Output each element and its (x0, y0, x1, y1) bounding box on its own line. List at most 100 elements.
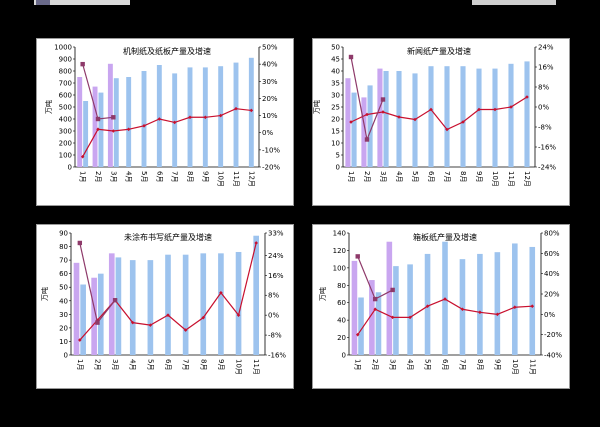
bar-current (97, 273, 104, 355)
y2-tick-label: 0% (538, 104, 549, 112)
growth-line (82, 108, 252, 158)
y2-tick-label: 40% (544, 270, 560, 278)
bar-prev (377, 68, 383, 167)
y2-tick-label: 20% (544, 291, 560, 299)
bar-current (156, 65, 162, 167)
y2-tick-label: 16% (538, 64, 554, 72)
y2-tick-label: 24% (268, 252, 284, 260)
growth-point (408, 315, 412, 320)
y2-tick-label: 0% (268, 312, 279, 320)
x-tick-label: 7月 (182, 359, 190, 370)
y2-tick-label: -8% (268, 332, 282, 340)
y-tick-label: 800 (59, 68, 72, 76)
header-right-label (472, 0, 556, 5)
growth-point (218, 113, 223, 118)
growth-point (142, 124, 146, 128)
bar-current (407, 264, 413, 355)
chart-title: 箱板纸产量及增速 (413, 232, 477, 242)
y-tick-label: 10 (331, 140, 340, 148)
y2-tick-label: -8% (538, 124, 552, 132)
x-tick-label: 6月 (427, 171, 435, 182)
x-tick-label: 5月 (411, 171, 419, 182)
x-tick-label: 9月 (475, 171, 483, 182)
growth-point (166, 313, 170, 317)
y-tick-label: 30 (59, 311, 68, 319)
y2-tick-label: 80% (544, 230, 560, 238)
y2-tick-label: 50% (262, 44, 278, 52)
x-tick-label: 2月 (371, 359, 379, 370)
y-tick-label: 20 (331, 116, 340, 124)
bar-current (83, 101, 89, 167)
growth-point (219, 290, 223, 295)
x-tick-label: 8月 (459, 171, 467, 182)
y-tick-label: 50 (331, 44, 340, 52)
growth-line (350, 96, 528, 131)
growth-point (372, 296, 378, 302)
y2-tick-label: -10% (262, 146, 280, 154)
y-tick-label: 400 (59, 116, 72, 124)
bar-current (233, 62, 239, 167)
y-tick-label: 80 (337, 282, 346, 290)
y-tick-label: 60 (59, 270, 68, 278)
chart-panel-uncoated-writing: 未涂布书写纸产量及增速 0 10 20 30 40 50 60 70 80 90 -16% -8% 0% 8… (36, 224, 294, 389)
y-tick-label: 60 (337, 299, 346, 307)
growth-point (365, 112, 369, 117)
x-tick-label: 12月 (247, 171, 255, 187)
growth-point (413, 117, 417, 122)
bar-current (512, 243, 518, 355)
y-tick-label: 25 (331, 104, 340, 112)
bar-current (351, 92, 357, 167)
bar-prev (107, 63, 113, 167)
growth-point (95, 116, 101, 122)
y2-tick-label: 10% (262, 112, 278, 120)
bar-current (165, 254, 171, 355)
bar-current (218, 253, 224, 355)
x-tick-label: 7月 (171, 171, 179, 182)
bar-current (358, 297, 364, 355)
y-tick-label: 140 (333, 230, 346, 238)
y-tick-label: 10 (59, 338, 68, 346)
bar-current (460, 66, 466, 167)
growth-point (126, 127, 131, 132)
bar-prev (91, 277, 97, 355)
bar-current (428, 66, 434, 167)
y-tick-label: 600 (59, 92, 72, 100)
bar-current (396, 71, 402, 167)
x-tick-label: 2月 (94, 171, 102, 182)
y-tick-label: 80 (59, 243, 68, 251)
growth-point (513, 305, 517, 310)
chart-panel-paper-board: 机制纸及纸板产量及增速 0 100 200 300 400 500 600 700 800 900 1… (36, 38, 294, 206)
x-tick-label: 3月 (109, 171, 117, 182)
bar-current (492, 68, 498, 167)
x-tick-label: 5月 (146, 359, 154, 370)
x-tick-label: 4月 (395, 171, 403, 182)
bar-current (147, 260, 154, 355)
bar-current (529, 246, 536, 355)
x-tick-label: 4月 (125, 171, 133, 182)
y-axis-label: 万吨 (44, 100, 53, 114)
y-tick-label: 0 (68, 164, 72, 172)
y-tick-label: 50 (59, 284, 68, 292)
bar-current (367, 85, 373, 167)
x-tick-label: 1月 (76, 359, 84, 370)
bar-current (129, 260, 136, 355)
bar-current (508, 63, 514, 167)
y2-tick-label: 0% (544, 311, 555, 319)
bar-current (248, 57, 254, 167)
bar-current (476, 68, 482, 167)
chart-panel-containerboard: 箱板纸产量及增速 0 20 40 60 80 100 120 140 -40% -20% 0% 20% 4… (312, 224, 570, 389)
y-tick-label: 200 (59, 140, 72, 148)
growth-point (429, 107, 433, 112)
bar-current (477, 253, 483, 355)
growth-point (188, 115, 192, 120)
y-tick-label: 300 (59, 128, 72, 136)
y-tick-label: 35 (331, 80, 340, 88)
y2-tick-label: 40% (262, 61, 278, 69)
y-axis-label: 万吨 (318, 287, 327, 301)
x-tick-label: 6月 (164, 359, 172, 370)
x-tick-label: 11月 (507, 171, 515, 187)
growth-point (373, 307, 377, 312)
growth-point (530, 304, 535, 308)
bar-prev (345, 78, 351, 167)
x-tick-label: 9月 (201, 171, 209, 182)
